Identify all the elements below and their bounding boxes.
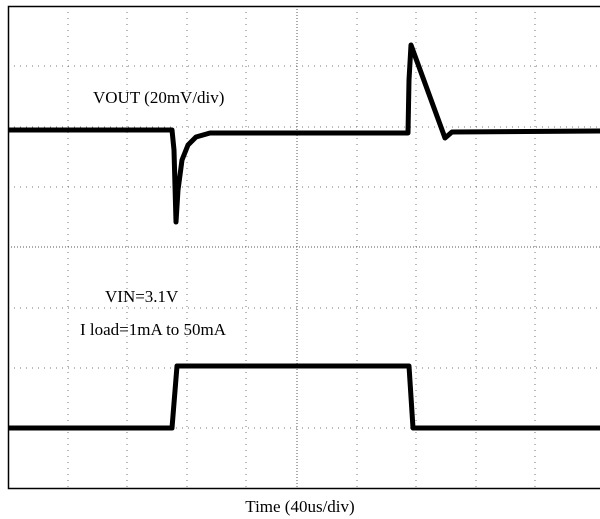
iload-trace [8,363,600,431]
grid [8,6,600,489]
vout-trace [8,42,600,225]
x-axis-label: Time (40us/div) [245,497,354,516]
frame [7,5,600,490]
vout-label: VOUT (20mV/div) [93,88,224,107]
vin-label: VIN=3.1V [105,287,179,306]
iload-label: I load=1mA to 50mA [80,320,227,339]
